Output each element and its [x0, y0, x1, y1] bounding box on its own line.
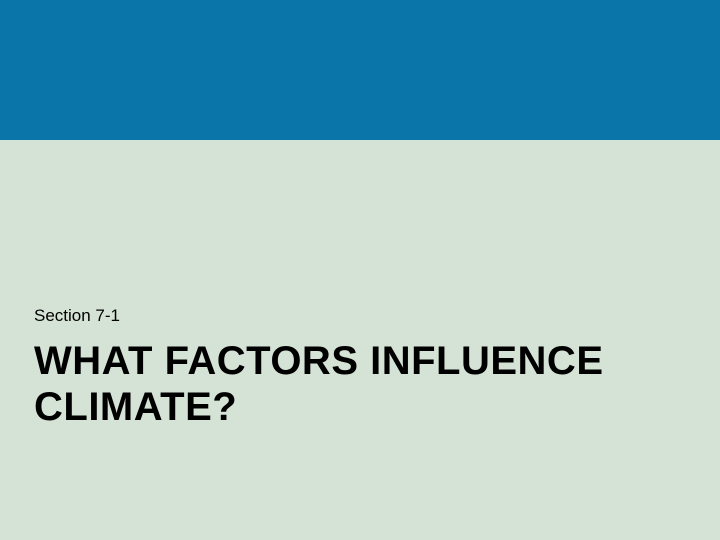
header-band	[0, 0, 720, 140]
section-label: Section 7-1	[34, 306, 120, 326]
body-area: Section 7-1 WHAT FACTORS INFLUENCE CLIMA…	[0, 140, 720, 540]
slide: Section 7-1 WHAT FACTORS INFLUENCE CLIMA…	[0, 0, 720, 540]
slide-title: WHAT FACTORS INFLUENCE CLIMATE?	[34, 338, 686, 430]
